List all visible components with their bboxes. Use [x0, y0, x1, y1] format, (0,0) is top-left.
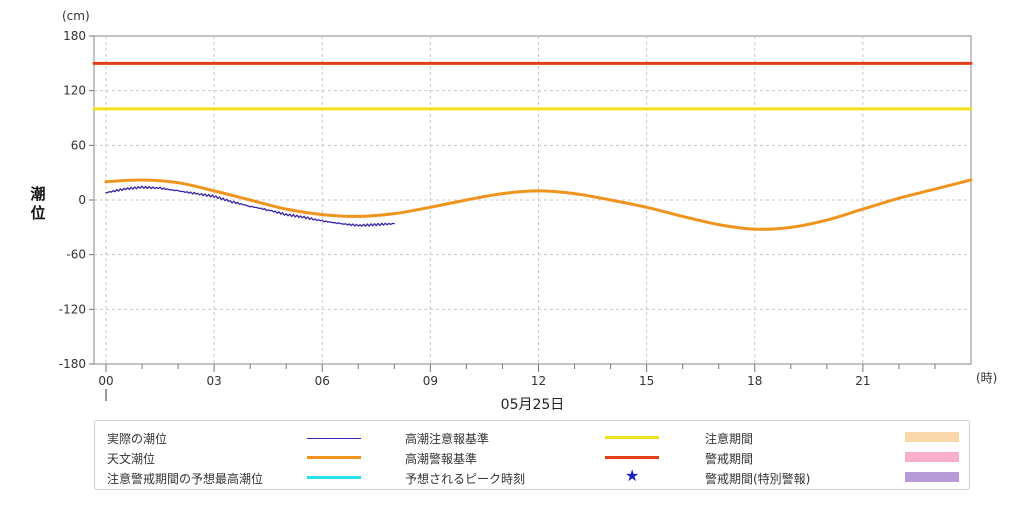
y-axis-title-text: 潮位 [30, 185, 46, 222]
legend-label-special-warning-period: 警戒期間(特別警報) [705, 472, 811, 486]
y-tick-label: 120 [63, 84, 86, 98]
y-axis-title: 潮位 [28, 185, 48, 223]
series-astronomical-tide [104, 178, 973, 231]
legend-label-advisory-standard: 高潮注意報基準 [405, 432, 490, 446]
y-tick-label: 60 [71, 138, 86, 152]
legend-swatch-actual [307, 438, 361, 439]
legend-label-peak-time: 予想されるピーク時刻 [405, 472, 526, 486]
series-actual-tide [105, 185, 395, 227]
legend: 実際の潮位 天文潮位 注意警戒期間の予想最高潮位 高潮注意報基準 高潮警報基準 … [94, 420, 970, 490]
legend-swatch-warning-period [905, 452, 959, 462]
y-tick-label: -120 [59, 302, 86, 316]
y-tick-label: 0 [78, 193, 86, 207]
legend-label-astronomical: 天文潮位 [107, 452, 156, 466]
x-unit-label: (時) [976, 371, 997, 385]
legend-swatch-advisory-standard [605, 436, 659, 439]
x-tick-label: 21 [855, 374, 870, 388]
legend-label-warning-period: 警戒期間 [705, 452, 754, 466]
legend-label-actual: 実際の潮位 [107, 432, 168, 446]
x-tick-label: 03 [206, 374, 221, 388]
x-tick-label: 12 [531, 374, 546, 388]
y-tick-label: -180 [59, 357, 86, 371]
x-tick-label: 09 [423, 374, 438, 388]
legend-label-advisory-period: 注意期間 [705, 432, 754, 446]
tide-chart: 180 120 60 0 -60 -120 -180 (cm) 00 03 06 09 12 15 18 21… [59, 9, 998, 413]
legend-swatch-astronomical [307, 456, 361, 459]
star-icon: ★ [625, 466, 640, 485]
legend-label-warning-standard: 高潮警報基準 [405, 452, 478, 466]
legend-swatch-warning-standard [605, 456, 659, 459]
legend-swatch-advisory-period [905, 432, 959, 442]
legend-swatch-predicted-max [307, 476, 361, 479]
y-tick-label: -60 [66, 248, 86, 262]
x-tick-label: 18 [747, 374, 762, 388]
y-unit-label: (cm) [62, 9, 90, 23]
x-tick-label: 06 [315, 374, 330, 388]
legend-swatch-special-warning-period [905, 472, 959, 482]
x-tick-label: 00 [98, 374, 113, 388]
legend-label-predicted-max: 注意警戒期間の予想最高潮位 [107, 472, 264, 486]
y-tick-label: 180 [63, 29, 86, 43]
x-tick-label: 15 [639, 374, 654, 388]
date-label: 05月25日 [501, 397, 565, 413]
